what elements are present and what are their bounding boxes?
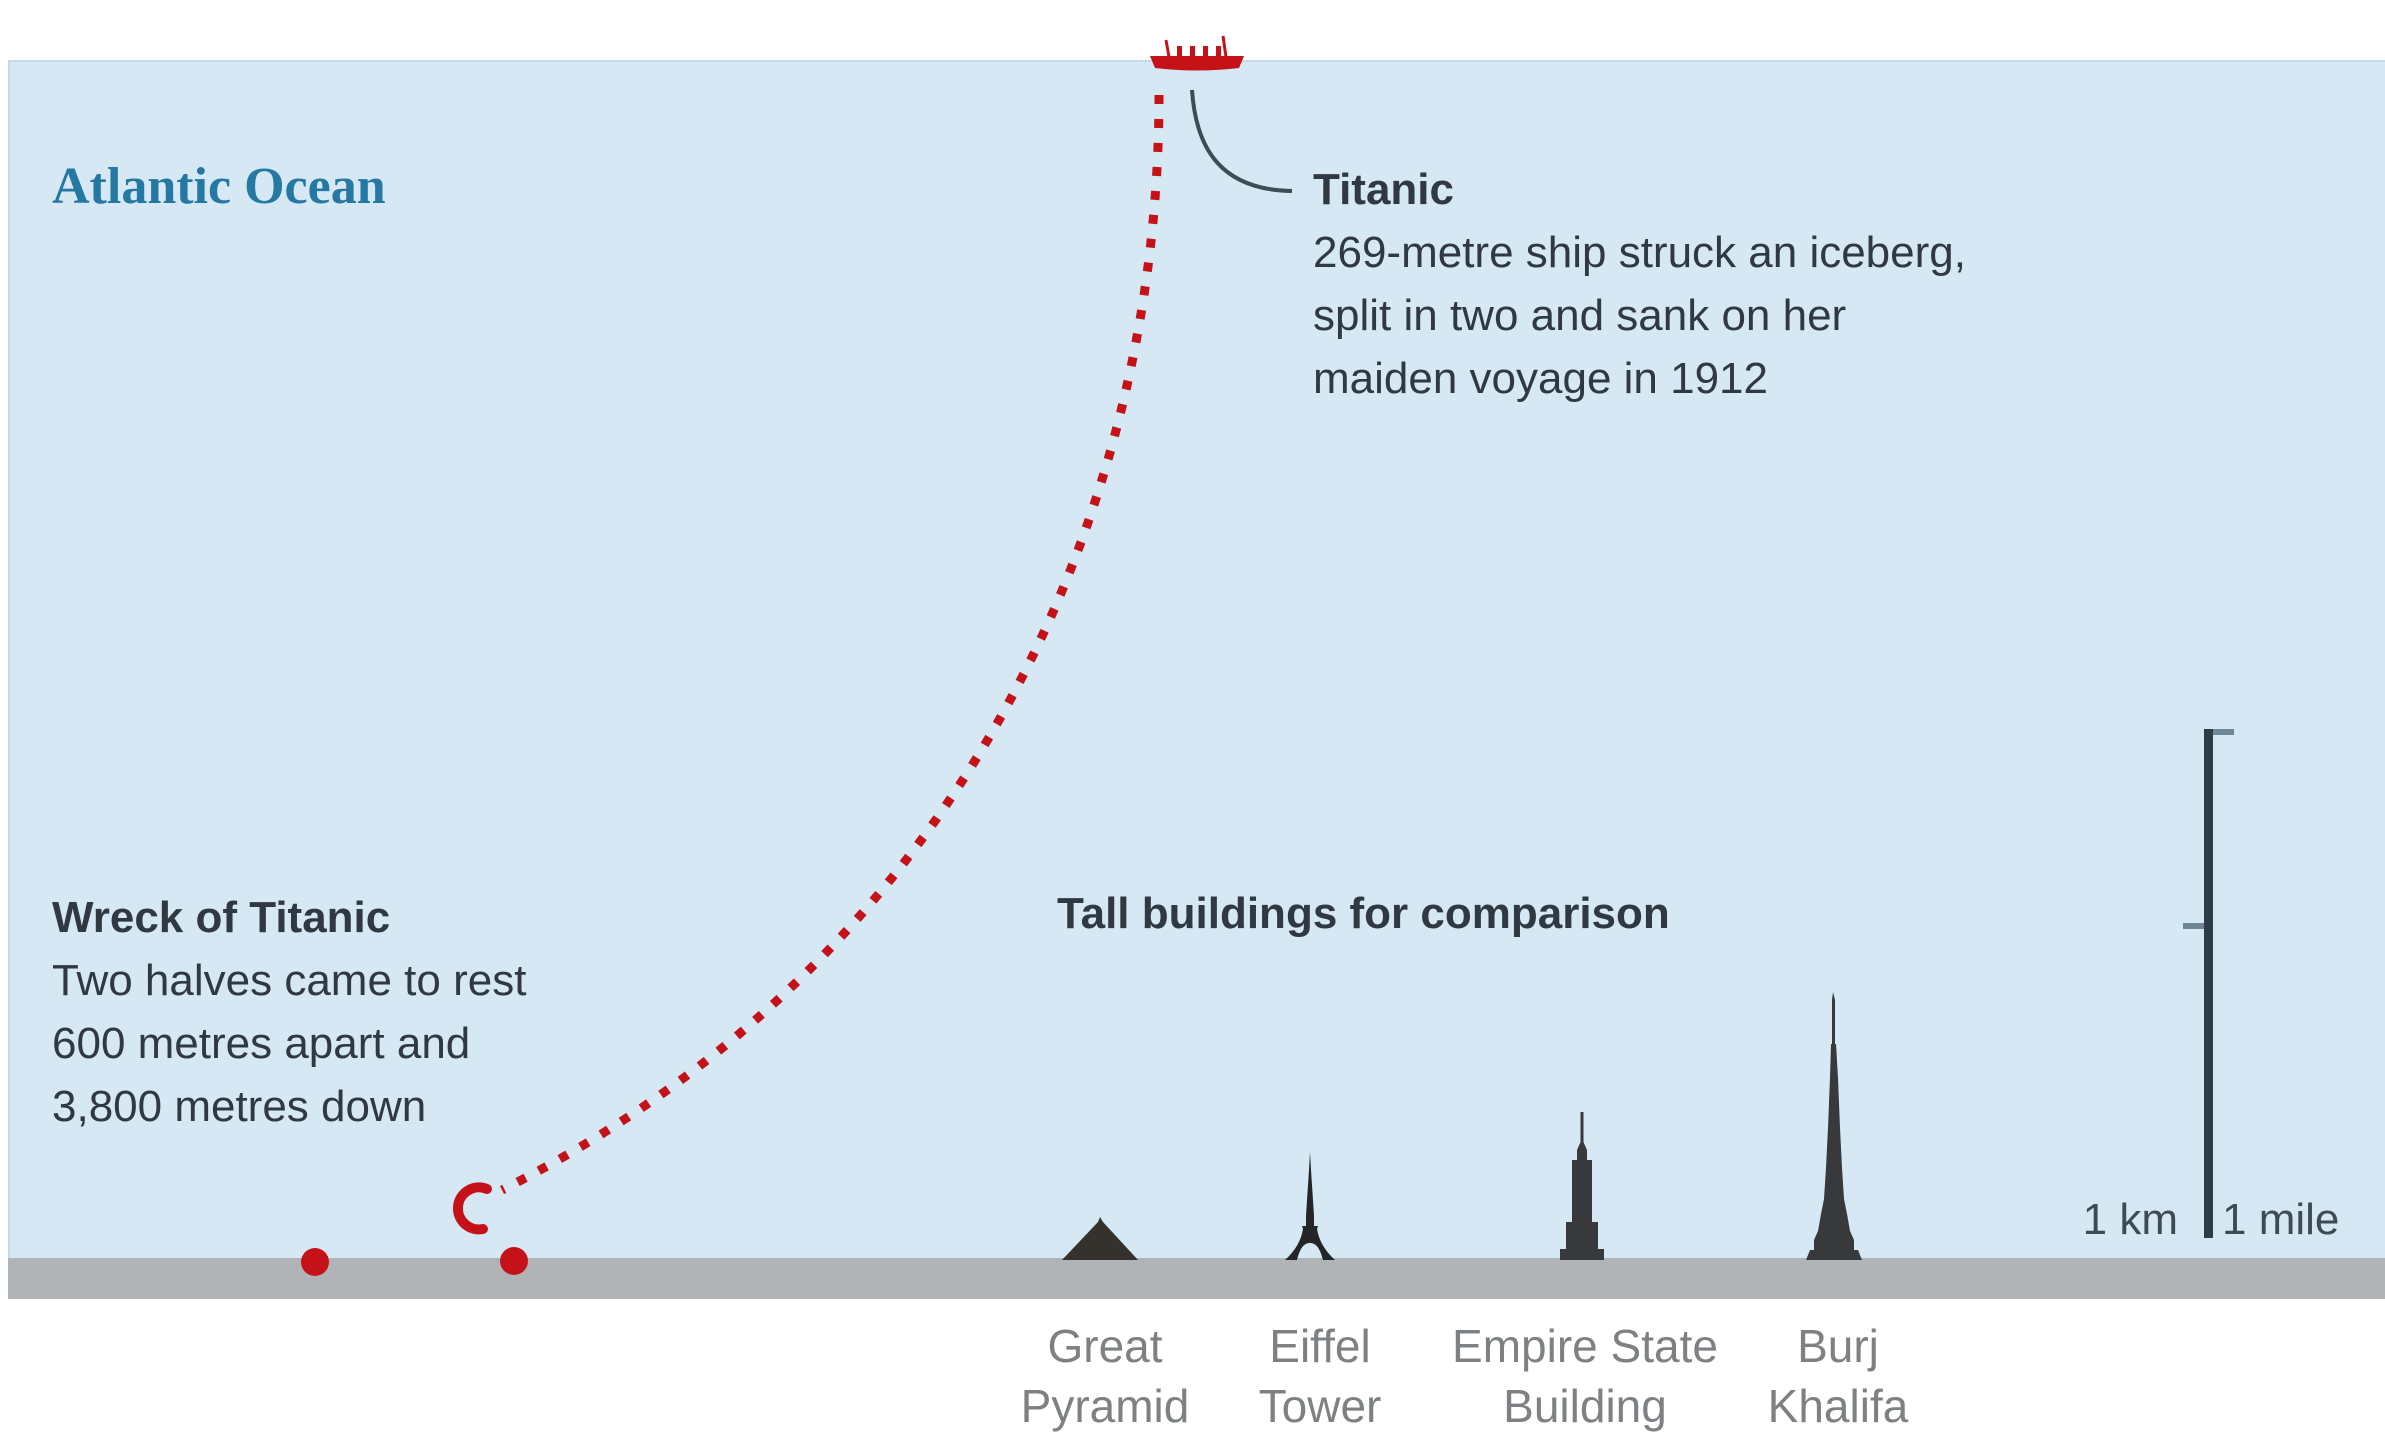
titanic-callout-line [1190,89,1293,193]
scale-mile-label: 1 mile [2222,1195,2340,1244]
wreck-annotation-line: Two halves came to rest [52,956,527,1005]
label-eiffel-tower: Eiffel Tower [1140,1316,1500,1436]
wreck-annotation-line: 3,800 metres down [52,1082,427,1131]
descent-arrow-head-icon [452,1182,492,1235]
titanic-ship-icon [1150,35,1244,71]
ocean-label: Atlantic Ocean [52,158,386,215]
label-burj-khalifa: Burj Khalifa [1658,1316,2018,1436]
label-line: Empire State [1452,1320,1718,1372]
eiffel-tower-silhouette [1285,1152,1335,1260]
titanic-annotation-title: Titanic [1313,165,1455,214]
titanic-annotation: Titanic 269-metre ship struck an iceberg… [1313,158,1966,410]
wreck-annotation-line: 600 metres apart and [52,1019,471,1068]
comparison-heading: Tall buildings for comparison [1057,889,1670,938]
wreck-annotation: Wreck of Titanic Two halves came to rest… [52,886,526,1138]
titanic-annotation-line: maiden voyage in 1912 [1313,354,1768,403]
burj-khalifa-silhouette [1806,992,1862,1260]
ocean-background [8,60,2385,1259]
wreck-dot-2 [500,1247,528,1275]
label-great-pyramid: Great Pyramid [925,1316,1285,1436]
label-line: Tower [1258,1380,1382,1432]
scale-km-label: 1 km [2082,1195,2178,1244]
label-line: Eiffel [1269,1320,1371,1372]
titanic-annotation-line: 269-metre ship struck an iceberg, [1313,228,1966,277]
label-line: Great [1047,1320,1163,1372]
titanic-annotation-line: split in two and sank on her [1313,291,1847,340]
wreck-dot-1 [301,1248,329,1276]
scale-bar [2183,729,2234,1238]
label-line: Khalifa [1767,1380,1909,1432]
label-line: Building [1503,1380,1667,1432]
descent-path [499,94,1164,1195]
wreck-annotation-title: Wreck of Titanic [52,893,391,942]
great-pyramid-silhouette [1062,1217,1138,1260]
label-empire-state: Empire State Building [1405,1316,1765,1436]
empire-state-silhouette [1560,1112,1604,1260]
seafloor-band [8,1258,2385,1299]
label-line: Pyramid [1020,1380,1190,1432]
label-line: Burj [1797,1320,1879,1372]
